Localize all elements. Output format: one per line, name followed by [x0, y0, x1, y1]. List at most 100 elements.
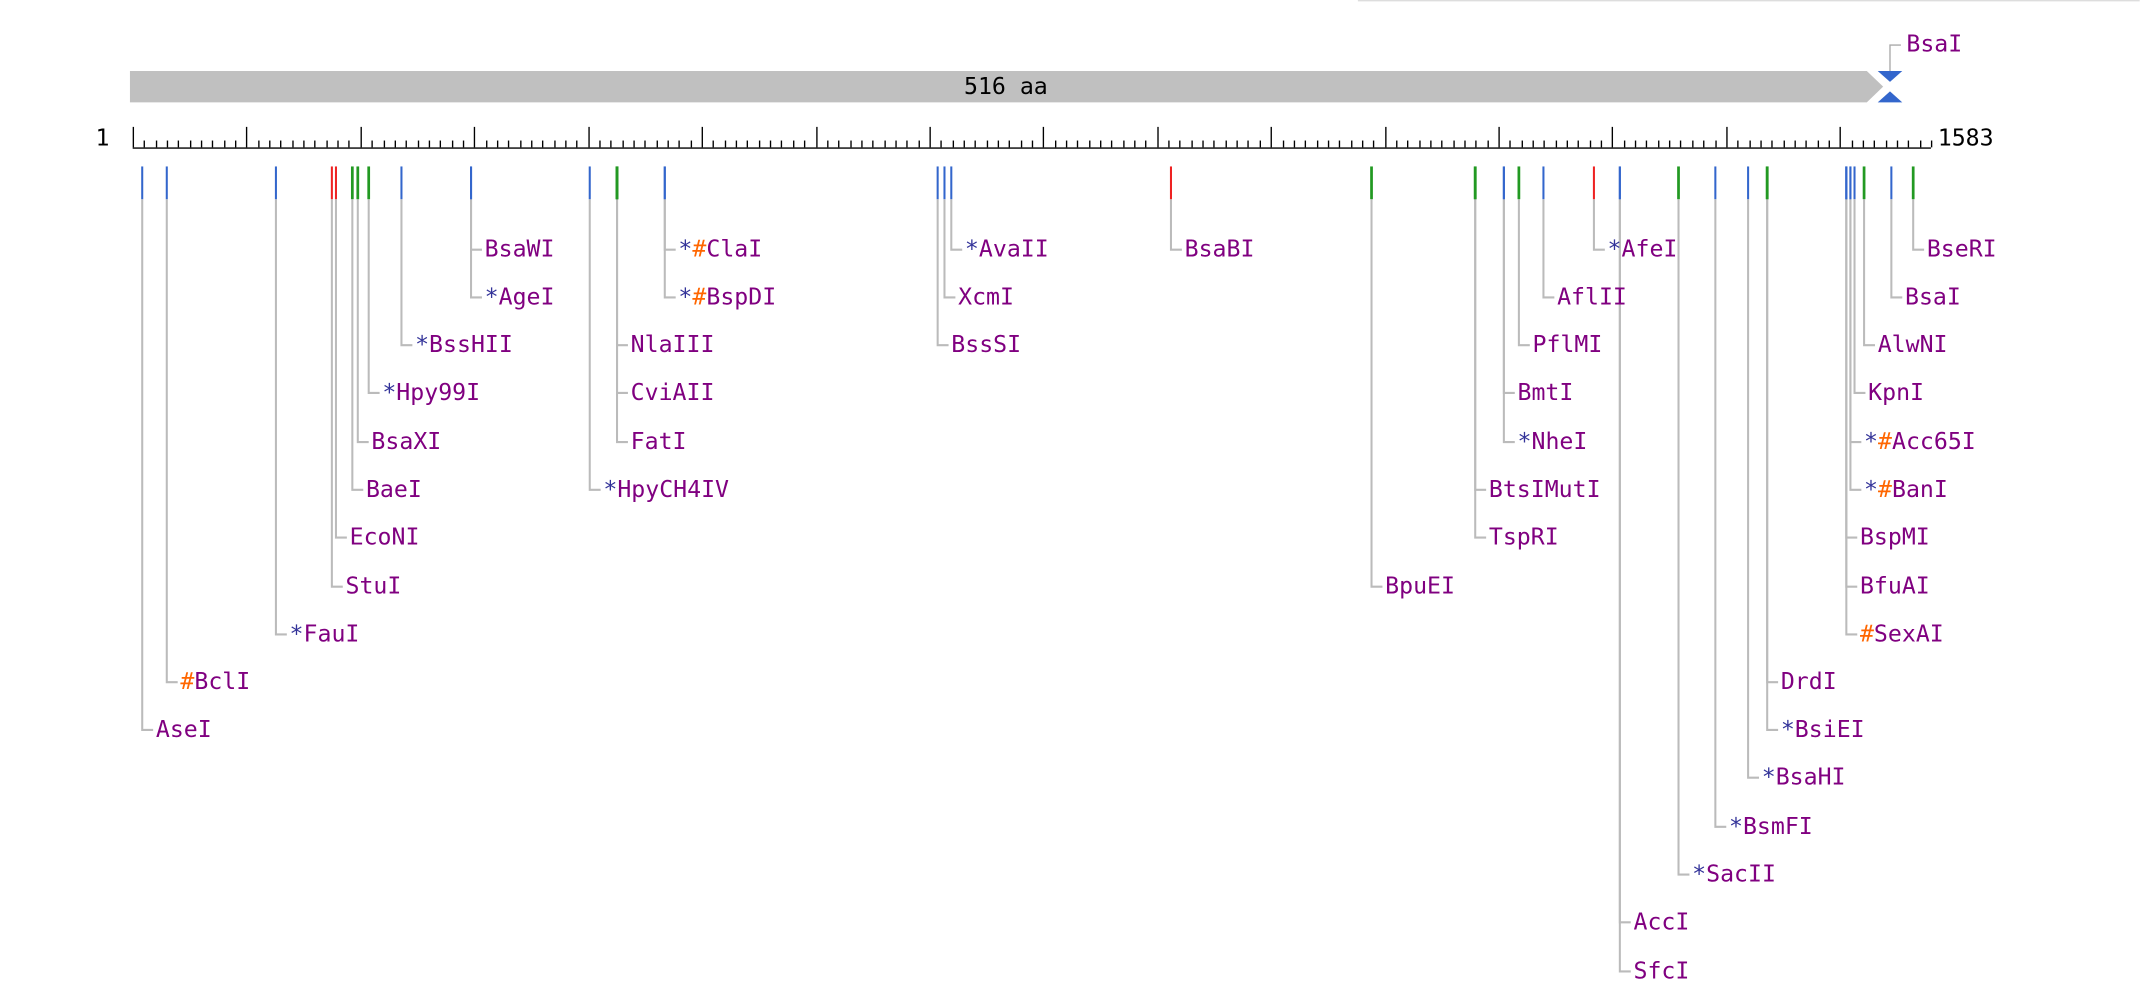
site-label: *#ClaI: [678, 235, 762, 262]
connector: [1766, 199, 1779, 684]
site-label: *NheI: [1518, 428, 1588, 455]
star-flag: *: [678, 283, 692, 310]
star-flag: *: [415, 331, 429, 358]
site-label: *BsaHI: [1762, 763, 1846, 790]
connector: [356, 199, 369, 444]
enzyme-name: BaeI: [366, 475, 422, 502]
connector: [330, 199, 343, 588]
protein-bar: [129, 70, 1884, 103]
enzyme-name: AfeI: [1622, 235, 1678, 262]
star-flag: *: [1762, 763, 1776, 790]
site-label: BtsIMutI: [1489, 475, 1601, 502]
site-label: AseI: [156, 715, 212, 742]
site-label: #BclI: [180, 668, 250, 695]
enzyme-name: BsmFI: [1743, 812, 1813, 839]
star-flag: *: [382, 378, 396, 405]
enzyme-name: BssHII: [429, 331, 513, 358]
connector: [470, 199, 482, 251]
site-label: BseRI: [1927, 235, 1997, 262]
site-label: *BsiEI: [1781, 715, 1865, 742]
connector: [943, 199, 956, 299]
enzyme-name: Hpy99I: [396, 378, 480, 405]
site-label: BpuEI: [1385, 572, 1455, 599]
hash-flag: #: [1878, 428, 1892, 455]
connector: [1747, 199, 1760, 779]
site-label: XcmI: [958, 283, 1014, 310]
hash-flag: #: [692, 235, 706, 262]
enzyme-name: NlaIII: [631, 331, 715, 358]
enzyme-name: KpnI: [1868, 378, 1924, 405]
enzyme-name: AseI: [156, 715, 212, 742]
connector: [367, 199, 380, 394]
site-label: AccI: [1633, 908, 1689, 935]
connector: [1849, 199, 1862, 491]
site-label: CviAII: [631, 378, 715, 405]
enzyme-name: FauI: [304, 620, 360, 647]
site-connectors: [141, 199, 1925, 973]
site-label: BsaI: [1906, 31, 1962, 58]
connector: [1618, 199, 1631, 973]
star-flag: *: [1864, 428, 1878, 455]
connector: [1766, 199, 1779, 731]
connector: [616, 199, 628, 347]
enzyme-name: BclI: [194, 668, 250, 695]
connector: [1845, 199, 1858, 539]
connector: [1853, 199, 1866, 394]
hash-flag: #: [692, 283, 706, 310]
star-flag: *: [1692, 860, 1706, 887]
star-flag: *: [678, 235, 692, 262]
star-flag: *: [1518, 428, 1532, 455]
enzyme-name: TspRI: [1489, 523, 1559, 550]
site-label: BsaXI: [371, 428, 441, 455]
enzyme-name: AflII: [1557, 283, 1627, 310]
connector: [1474, 199, 1487, 491]
star-flag: *: [603, 475, 617, 502]
connector: [1517, 199, 1530, 347]
site-label: BspMI: [1860, 523, 1930, 550]
site-label: EcoNI: [350, 523, 420, 550]
site-marker: [1877, 91, 1903, 103]
site-label: TspRI: [1489, 523, 1559, 550]
site-label: AlwNI: [1878, 331, 1948, 358]
connector: [1845, 199, 1858, 636]
enzyme-name: BspDI: [706, 283, 776, 310]
enzyme-name: SexAI: [1874, 620, 1944, 647]
enzyme-name: DrdI: [1781, 668, 1837, 695]
site-label: *#Acc65I: [1864, 428, 1976, 455]
star-flag: *: [1864, 475, 1878, 502]
site-label: StuI: [346, 572, 402, 599]
connector: [588, 199, 601, 491]
site-marker: [1877, 70, 1903, 82]
enzyme-name: NheI: [1531, 428, 1587, 455]
star-flag: *: [1729, 812, 1743, 839]
ruler-end: 1583: [1938, 125, 1994, 152]
connector: [141, 199, 154, 731]
connector: [1502, 199, 1515, 394]
site-label: *FauI: [290, 620, 360, 647]
connector: [936, 199, 949, 347]
enzyme-name: PflMI: [1533, 331, 1603, 358]
connector: [1890, 199, 1903, 299]
connector: [1169, 199, 1182, 251]
connector: [1863, 199, 1875, 347]
length-label: 516 aa: [964, 73, 1048, 100]
enzyme-name: StuI: [346, 572, 402, 599]
connector: [274, 199, 287, 636]
enzyme-name: BssSI: [951, 331, 1021, 358]
star-flag: *: [290, 620, 304, 647]
enzyme-name: SacII: [1706, 860, 1776, 887]
site-label: *AfeI: [1608, 235, 1678, 262]
site-label: *#BanI: [1864, 475, 1948, 502]
enzyme-name: AgeI: [499, 283, 555, 310]
site-label: BaeI: [366, 475, 422, 502]
connector: [470, 199, 482, 299]
enzyme-name: BspMI: [1860, 523, 1930, 550]
site-label: AflII: [1557, 283, 1627, 310]
star-flag: *: [485, 283, 499, 310]
site-label: DrdI: [1781, 668, 1837, 695]
enzyme-name: BsiEI: [1795, 715, 1865, 742]
enzyme-name: BsaXI: [371, 428, 441, 455]
enzyme-name: Acc65I: [1892, 428, 1976, 455]
site-label: *Hpy99I: [382, 378, 480, 405]
star-flag: *: [965, 235, 979, 262]
